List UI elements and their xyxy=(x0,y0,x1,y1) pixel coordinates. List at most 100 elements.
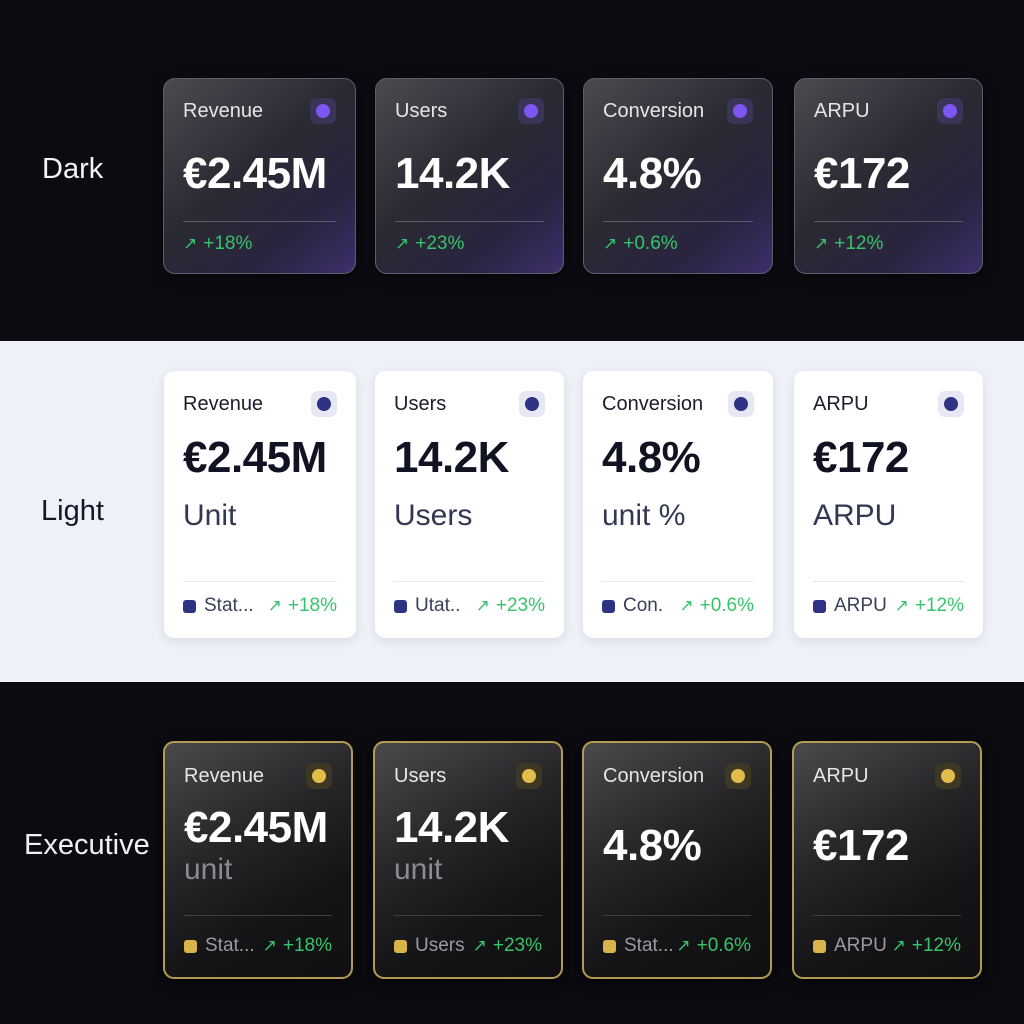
card-title: Revenue xyxy=(184,765,265,787)
arrow-up-right-icon: ↗ xyxy=(262,936,277,955)
trend-indicator: ↗ +23% xyxy=(476,595,545,617)
status-square-icon xyxy=(602,599,615,613)
status-dot-icon xyxy=(518,98,544,124)
card-divider xyxy=(603,221,753,222)
arrow-up-right-icon: ↗ xyxy=(603,234,618,253)
kpi-card-arpu-light[interactable]: ARPU €172 ARPU ARPU ↗ +12% xyxy=(794,371,983,638)
trend-indicator: ↗ +12% xyxy=(892,935,961,957)
card-title: Users xyxy=(394,393,447,415)
trend-change: +23% xyxy=(492,935,542,956)
card-unit: ARPU xyxy=(813,499,897,532)
status-square-icon xyxy=(394,599,407,613)
status-dot-icon xyxy=(306,763,332,789)
card-footer: ARPU ↗ +12% xyxy=(813,935,961,957)
trend-change: +23% xyxy=(415,233,465,254)
kpi-card-revenue-executive[interactable]: Revenue €2.45M unit Stat... ↗ +18% xyxy=(163,741,353,979)
arrow-up-right-icon: ↗ xyxy=(679,596,694,615)
kpi-card-arpu-dark[interactable]: ARPU €172 ↗ +12% xyxy=(794,78,983,274)
kpi-card-conversion-executive[interactable]: Conversion 4.8% Stat... ↗ +0.6% xyxy=(582,741,772,979)
trend-indicator: ↗ +18% xyxy=(263,935,332,957)
status-dot-icon xyxy=(519,391,545,417)
kpi-card-arpu-executive[interactable]: ARPU €172 ARPU ↗ +12% xyxy=(792,741,982,979)
card-divider xyxy=(813,581,964,582)
kpi-card-revenue-light[interactable]: Revenue €2.45M Unit Stat... ↗ +18% xyxy=(164,371,356,638)
card-status: Con. xyxy=(623,595,664,616)
card-title: ARPU xyxy=(814,100,870,122)
card-footer: Stat... ↗ +18% xyxy=(183,595,337,617)
arrow-up-right-icon: ↗ xyxy=(891,936,906,955)
card-unit: Unit xyxy=(183,499,237,532)
kpi-card-users-executive[interactable]: Users 14.2K unit Users ↗ +23% xyxy=(373,741,563,979)
card-divider xyxy=(603,915,751,916)
status-dot-icon xyxy=(938,391,964,417)
trend-indicator: ↗ +0.6% xyxy=(676,935,751,957)
card-status: ARPU xyxy=(834,935,887,956)
trend-change: +18% xyxy=(282,935,332,956)
arrow-up-right-icon: ↗ xyxy=(475,596,490,615)
card-divider xyxy=(814,221,963,222)
kpi-card-users-dark[interactable]: Users 14.2K ↗ +23% xyxy=(375,78,564,274)
card-value: €2.45M xyxy=(184,803,328,852)
card-title: ARPU xyxy=(813,765,869,787)
card-footer: ↗ +23% xyxy=(395,233,544,255)
card-title: Revenue xyxy=(183,100,264,122)
card-value: 4.8% xyxy=(603,149,702,198)
card-value: €172 xyxy=(813,433,909,482)
card-footer: Con. ↗ +0.6% xyxy=(602,595,754,617)
trend-change: +12% xyxy=(911,935,961,956)
card-divider xyxy=(394,581,545,582)
card-value: €2.45M xyxy=(183,149,327,198)
card-title: Conversion xyxy=(603,100,705,122)
card-title: Users xyxy=(394,765,447,787)
status-dot-icon xyxy=(311,391,337,417)
card-status: Stat... xyxy=(205,935,255,956)
status-dot-icon xyxy=(310,98,336,124)
status-dot-icon xyxy=(728,391,754,417)
card-footer: Users ↗ +23% xyxy=(394,935,542,957)
kpi-card-revenue-dark[interactable]: Revenue €2.45M ↗ +18% xyxy=(163,78,356,274)
kpi-card-conversion-light[interactable]: Conversion 4.8% unit % Con. ↗ +0.6% xyxy=(583,371,773,638)
card-value: 4.8% xyxy=(602,433,701,482)
trend-change: +0.6% xyxy=(699,595,754,616)
trend-indicator: ↗ +0.6% xyxy=(679,595,754,617)
trend-change: +12% xyxy=(834,233,884,254)
trend-change: +23% xyxy=(495,595,545,616)
status-dot-icon xyxy=(516,763,542,789)
card-footer: ↗ +0.6% xyxy=(603,233,753,255)
arrow-up-right-icon: ↗ xyxy=(395,234,410,253)
trend-change: +18% xyxy=(287,595,337,616)
trend-change: +0.6% xyxy=(623,233,678,254)
kpi-card-users-light[interactable]: Users 14.2K Users Utat.. ↗ +23% xyxy=(375,371,564,638)
arrow-up-right-icon: ↗ xyxy=(267,596,282,615)
status-dot-icon xyxy=(727,98,753,124)
trend-indicator: ↗ +0.6% xyxy=(603,233,678,255)
status-square-icon xyxy=(184,939,197,953)
card-value: 14.2K xyxy=(394,803,509,852)
card-value: 4.8% xyxy=(603,821,702,870)
trend-indicator: ↗ +23% xyxy=(395,233,464,255)
status-dot-icon xyxy=(935,763,961,789)
theme-label-light: Light xyxy=(41,495,104,527)
card-footer: Stat... ↗ +18% xyxy=(184,935,332,957)
card-unit: Users xyxy=(394,499,473,532)
card-value: €172 xyxy=(814,149,910,198)
card-status: Users xyxy=(415,935,465,956)
card-divider xyxy=(602,581,754,582)
trend-change: +12% xyxy=(914,595,964,616)
card-title: Revenue xyxy=(183,393,264,415)
card-status: Stat... xyxy=(624,935,674,956)
arrow-up-right-icon: ↗ xyxy=(894,596,909,615)
trend-indicator: ↗ +12% xyxy=(895,595,964,617)
status-square-icon xyxy=(813,599,826,613)
card-status: Stat... xyxy=(204,595,254,616)
status-dot-icon xyxy=(725,763,751,789)
status-square-icon xyxy=(183,599,196,613)
trend-indicator: ↗ +12% xyxy=(814,233,883,255)
arrow-up-right-icon: ↗ xyxy=(814,234,829,253)
kpi-card-conversion-dark[interactable]: Conversion 4.8% ↗ +0.6% xyxy=(583,78,773,274)
card-footer: Utat.. ↗ +23% xyxy=(394,595,545,617)
card-unit: unit xyxy=(394,853,443,886)
trend-indicator: ↗ +18% xyxy=(268,595,337,617)
card-unit: unit % xyxy=(602,499,686,532)
status-square-icon xyxy=(813,939,826,953)
